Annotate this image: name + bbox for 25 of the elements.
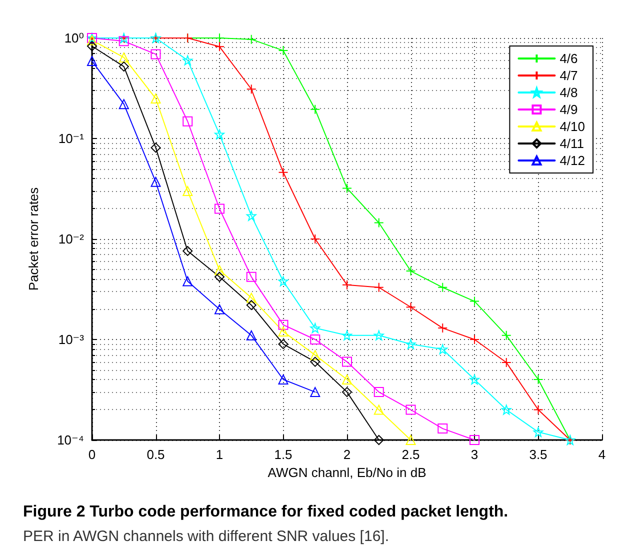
- x-tick-label: 1: [216, 447, 224, 462]
- legend-label: 4/11: [560, 136, 584, 151]
- text: Figure 2 Turbo code performance for fixed coded packet length.: [23, 504, 508, 520]
- legend-label: 4/6: [560, 51, 578, 66]
- y-tick-label: 10⁻¹: [58, 131, 85, 146]
- y-axis-title: Packet error rates: [26, 186, 41, 291]
- legend-label: 4/10: [560, 119, 586, 134]
- x-tick-label: 4: [598, 447, 606, 462]
- x-axis-title: AWGN channl, Eb/No in dB: [268, 464, 426, 480]
- text: PER in AWGN channels with different SNR values [16].: [23, 528, 389, 545]
- y-tick-label: 10⁻³: [58, 332, 85, 347]
- x-tick-label: 3.5: [529, 447, 548, 462]
- x-tick-label: 2: [343, 447, 351, 462]
- x-tick-label: 3: [470, 447, 478, 462]
- legend-label: 4/12: [560, 153, 586, 168]
- y-tick-label: 10⁻²: [58, 232, 85, 246]
- legend-label: 4/9: [560, 102, 578, 117]
- x-tick-label: 0: [88, 447, 96, 462]
- legend-label: 4/7: [560, 68, 578, 83]
- x-tick-label: 0.5: [146, 447, 165, 462]
- x-tick-label: 1.5: [274, 447, 292, 462]
- y-tick-label: 10⁻⁴: [57, 432, 84, 448]
- legend-label: 4/8: [560, 85, 578, 100]
- y-tick-label: 10⁰: [64, 30, 84, 46]
- x-tick-label: 2.5: [402, 447, 420, 462]
